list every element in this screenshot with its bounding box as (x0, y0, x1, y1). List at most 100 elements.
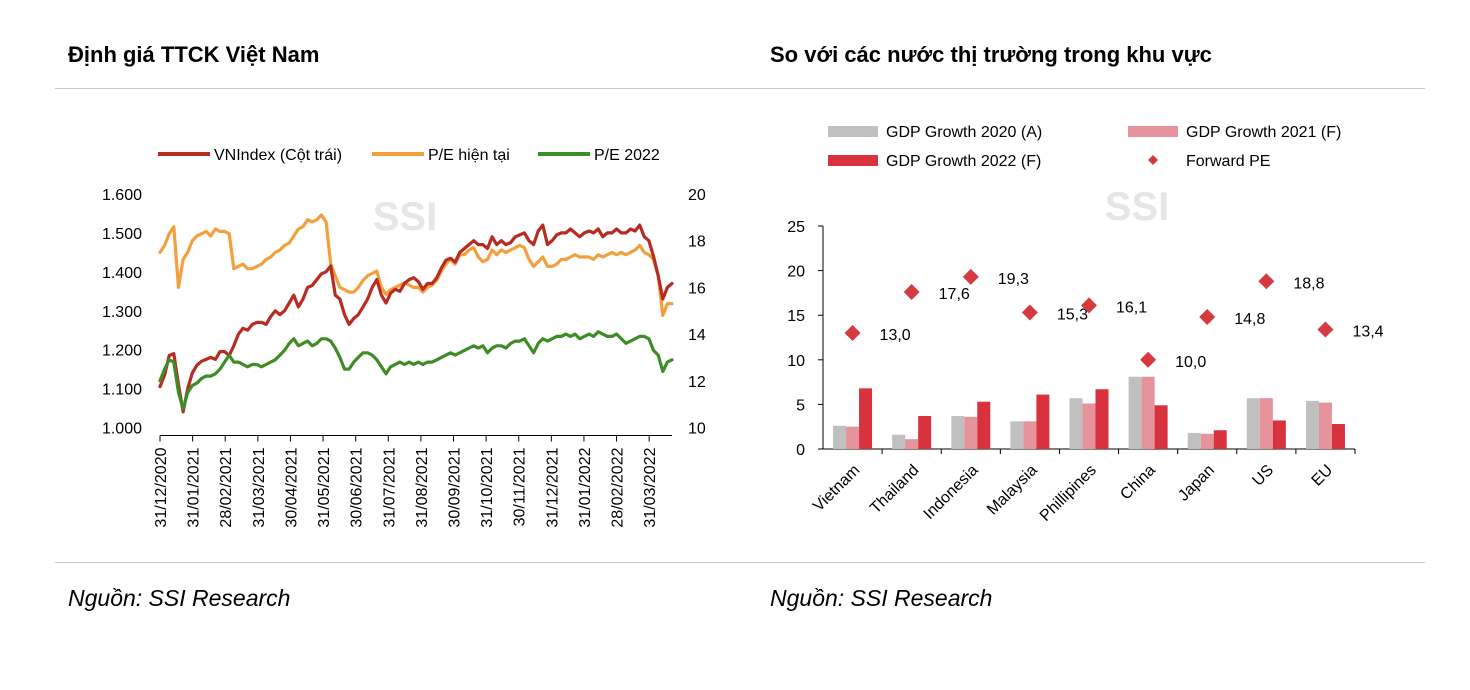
left-y-tick-label: 1.000 (102, 421, 142, 438)
right-y-tick-label: 18 (688, 234, 706, 251)
x-tick-label: 31/01/2021 (186, 447, 203, 527)
x-tick-label: 31/12/2021 (544, 447, 561, 527)
legend-label: P/E 2022 (594, 147, 660, 164)
gdp-2021-bar (1082, 403, 1096, 449)
forward-pe-marker (962, 268, 979, 285)
gdp-2022-bar (918, 415, 932, 449)
right-y-tick-label: 16 (688, 280, 706, 297)
forward-pe-marker (1317, 321, 1334, 338)
right-chart-title: So với các nước thị trường trong khu vực (770, 42, 1212, 67)
gdp-2020-bar (1187, 432, 1201, 449)
top-divider (55, 88, 1425, 89)
category-label: US (1249, 462, 1277, 490)
x-tick-label: 30/11/2021 (512, 447, 529, 526)
x-tick-label: 30/09/2021 (447, 447, 464, 527)
y-tick-label: 25 (787, 219, 805, 236)
gdp-2020-bar (892, 434, 906, 449)
gdp-2022-bar (1154, 405, 1168, 449)
bottom-divider (55, 562, 1425, 563)
legend-label: GDP Growth 2021 (F) (1186, 124, 1341, 141)
forward-pe-marker (903, 284, 920, 301)
category-label: China (1117, 462, 1159, 504)
x-tick-label: 30/06/2021 (349, 447, 366, 527)
forward-pe-marker (1021, 304, 1038, 321)
forward-pe-label: 18,8 (1293, 275, 1324, 292)
left-source-note: Nguồn: SSI Research (68, 585, 291, 611)
legend-swatch (1148, 155, 1158, 165)
legend-label: Forward PE (1186, 153, 1270, 170)
gdp-2022-bar (859, 388, 873, 449)
x-tick-label: 31/08/2021 (414, 447, 431, 527)
gdp-2021-bar (1023, 421, 1037, 449)
x-tick-label: 31/12/2020 (153, 447, 170, 527)
forward-pe-marker (1258, 273, 1275, 290)
legend-swatch (1128, 126, 1178, 137)
category-label: Indonesia (921, 462, 982, 523)
category-label: EU (1309, 462, 1337, 490)
x-tick-label: 31/07/2021 (381, 447, 398, 527)
left-y-tick-label: 1.200 (102, 343, 142, 360)
gdp-2022-bar (977, 401, 991, 449)
x-tick-label: 31/01/2022 (577, 447, 594, 527)
forward-pe-label: 17,6 (939, 286, 970, 303)
gdp-2020-bar (1305, 400, 1319, 449)
forward-pe-label: 15,3 (1057, 307, 1088, 324)
gdp-2021-bar (1141, 376, 1155, 449)
left-chart-title: Định giá TTCK Việt Nam (68, 42, 320, 67)
x-tick-label: 28/02/2021 (218, 447, 235, 527)
category-label: Japan (1175, 462, 1218, 505)
legend-label: VNIndex (Cột trái) (214, 147, 342, 164)
x-tick-label: 31/03/2021 (251, 447, 268, 527)
gdp-2022-bar (1036, 394, 1050, 449)
forward-pe-label: 16,1 (1116, 299, 1147, 316)
gdp-2020-bar (833, 425, 847, 449)
x-tick-label: 30/04/2021 (283, 447, 300, 527)
gdp-2020-bar (1128, 376, 1142, 449)
right-y-tick-label: 14 (688, 327, 706, 344)
gdp-2021-bar (1259, 398, 1273, 449)
gdp-2022-bar (1331, 424, 1345, 449)
category-label: Vietnam (810, 462, 863, 515)
y-tick-label: 15 (787, 308, 805, 325)
right-y-tick-label: 10 (688, 421, 706, 438)
forward-pe-label: 10,0 (1175, 354, 1206, 371)
gdp-2021-bar (1200, 433, 1214, 449)
left-y-tick-label: 1.600 (102, 187, 142, 204)
gdp-2022-bar (1095, 389, 1109, 449)
vnindex-valuation-chart: 1.000 1.100 1.200 1.300 1.400 1.500 1.600 10 12 1… (102, 147, 706, 528)
legend-label: GDP Growth 2020 (A) (886, 124, 1042, 141)
right-y-tick-label: 20 (688, 187, 706, 204)
legend-label: GDP Growth 2022 (F) (886, 153, 1041, 170)
gdp-2020-bar (1010, 421, 1024, 449)
forward-pe-marker (844, 325, 861, 342)
pe-2022-line (158, 330, 674, 411)
gdp-2021-bar (964, 416, 978, 449)
forward-pe-label: 13,4 (1352, 323, 1383, 340)
regional-comparison-chart: 0 5 10 15 20 25 Vietnam 13,0 Thailand 17,6 Indones… (787, 124, 1383, 525)
forward-pe-marker (1199, 308, 1216, 325)
legend-swatch (828, 126, 878, 137)
category-label: Malaysia (984, 462, 1041, 519)
gdp-2020-bar (1069, 398, 1083, 449)
forward-pe-label: 13,0 (880, 327, 911, 344)
y-tick-label: 20 (787, 264, 805, 281)
x-tick-label: 31/10/2021 (479, 447, 496, 527)
pe-current-line (158, 213, 674, 317)
gdp-2022-bar (1213, 430, 1227, 449)
category-label: Thailand (867, 462, 922, 517)
x-tick-label: 31/05/2021 (316, 447, 333, 527)
left-y-tick-label: 1.300 (102, 304, 142, 321)
gdp-2021-bar (905, 439, 919, 449)
left-watermark: SSI (373, 195, 437, 239)
gdp-2020-bar (1246, 398, 1260, 449)
x-tick-label: 31/03/2022 (642, 447, 659, 527)
left-y-tick-label: 1.500 (102, 226, 142, 243)
right-source-note: Nguồn: SSI Research (770, 585, 993, 611)
right-watermark: SSI (1105, 185, 1169, 229)
legend-swatch (828, 155, 878, 166)
gdp-2022-bar (1272, 420, 1286, 449)
legend-label: P/E hiện tại (428, 147, 510, 164)
gdp-2020-bar (951, 415, 965, 449)
right-y-tick-label: 12 (688, 374, 706, 391)
